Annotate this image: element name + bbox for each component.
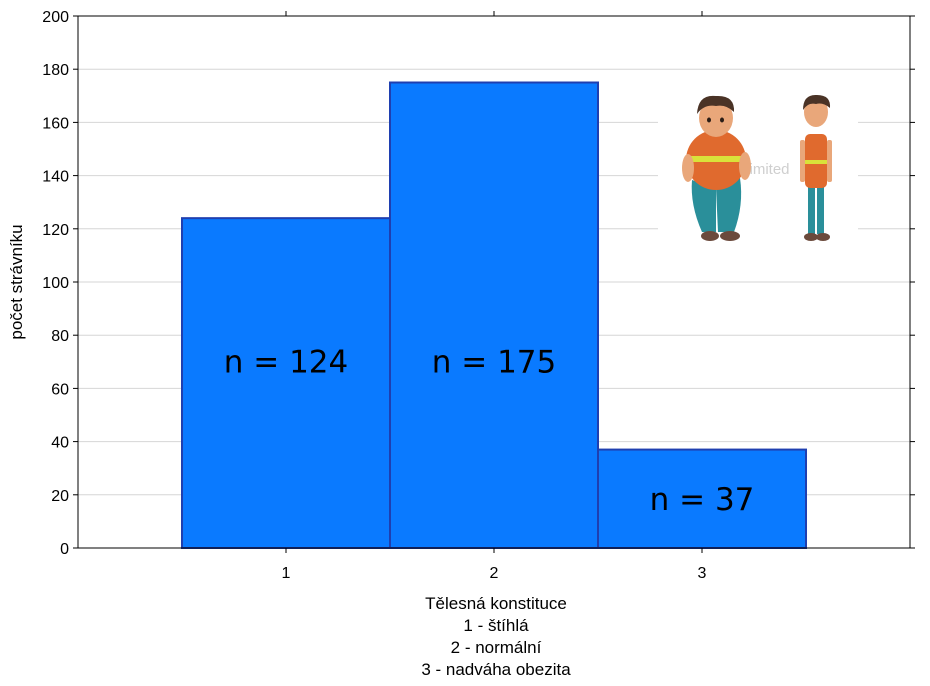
y-axis-ticks: 0 20 40 60 80 100 120 140 160 180 200 [42,9,915,558]
x-axis-title-line: 3 - nadváha obezita [421,660,571,679]
x-axis-title-line: Tělesná konstituce [425,594,567,613]
x-tick-label: 3 [698,565,707,582]
x-axis-ticks: 1 2 3 [282,11,707,582]
y-tick-label: 80 [51,328,69,345]
y-tick-label: 40 [51,435,69,452]
x-tick-label: 2 [490,565,499,582]
bar-data-label: n = 175 [432,344,557,380]
y-tick-label: 0 [60,541,69,558]
bars [181,81,807,549]
y-tick-label: 160 [42,115,69,132]
x-axis-title-line: 2 - normální [451,638,542,657]
x-axis-title: Tělesná konstituce 1 - štíhlá 2 - normální… [421,594,571,679]
bar-data-labels: n = 124 n = 175 n = 37 [224,344,755,517]
y-tick-label: 100 [42,275,69,292]
body-types-illustration: stockunlimited [658,88,858,248]
y-tick-label: 60 [51,381,69,398]
overweight-person-figure [682,95,751,241]
bar-data-label: n = 124 [224,344,349,380]
x-tick-label: 1 [282,565,291,582]
bar-2 [389,81,599,549]
slim-person-figure [800,94,832,241]
y-tick-label: 180 [42,62,69,79]
y-tick-label: 200 [42,9,69,26]
y-tick-label: 140 [42,169,69,186]
y-axis-title: počet strávníku [7,224,26,339]
bar-data-label: n = 37 [650,482,755,518]
x-axis-title-line: 1 - štíhlá [463,616,529,635]
y-tick-label: 20 [51,488,69,505]
y-tick-label: 120 [42,222,69,239]
bar-1 [181,217,391,549]
